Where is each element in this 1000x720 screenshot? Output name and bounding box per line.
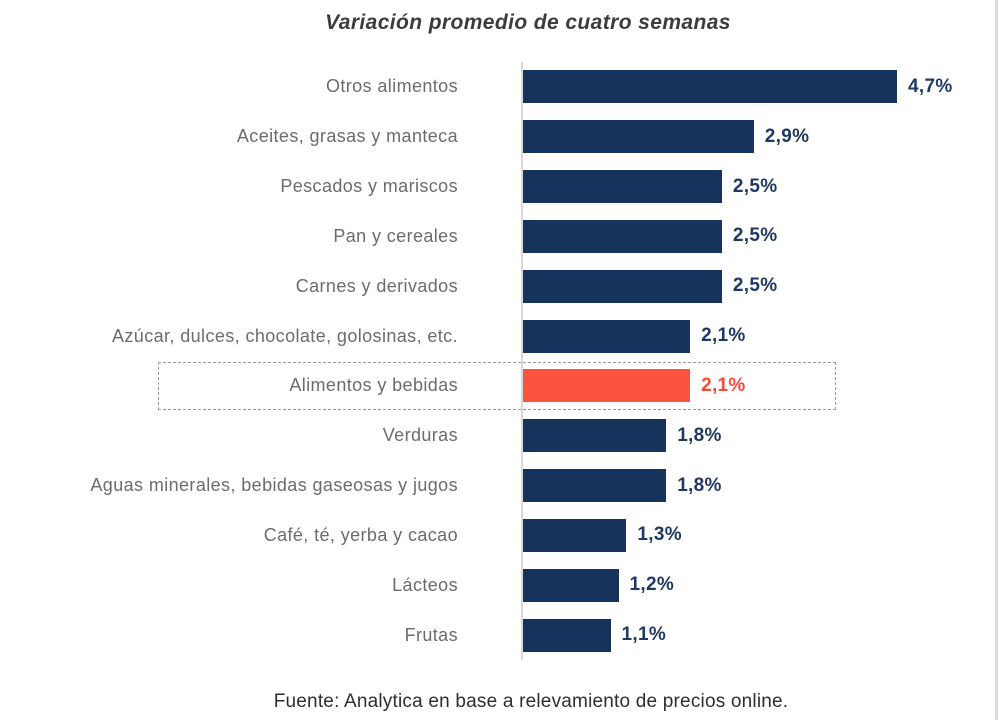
category-label: Carnes y derivados bbox=[295, 275, 458, 296]
bar-row: Aceites, grasas y manteca 2,9% bbox=[0, 112, 1000, 162]
category-label: Otros alimentos bbox=[325, 76, 458, 97]
value-label: 4,7% bbox=[908, 75, 953, 97]
bar-row: Otros alimentos 4,7% bbox=[0, 62, 1000, 112]
value-label: 1,1% bbox=[621, 624, 667, 646]
bar-row: Café, té, yerba y cacao 1,3% bbox=[0, 510, 1000, 560]
y-axis-baseline bbox=[521, 62, 523, 660]
bar-track: 2,1% bbox=[522, 319, 1000, 353]
value-label: 2,5% bbox=[732, 225, 778, 247]
value-label: 2,9% bbox=[764, 125, 810, 147]
bar-track: 2,1% bbox=[522, 369, 1000, 403]
category-label: Aceites, grasas y manteca bbox=[236, 126, 458, 147]
value-label: 2,5% bbox=[732, 175, 778, 197]
value-label: 1,8% bbox=[677, 424, 722, 446]
bar bbox=[523, 469, 667, 503]
bar-row: Pescados y mariscos 2,5% bbox=[0, 162, 1000, 212]
bar-row: Alimentos y bebidas 2,1% bbox=[0, 361, 1000, 411]
bar-row: Verduras 1,8% bbox=[0, 411, 1000, 461]
bar bbox=[523, 70, 897, 104]
bar bbox=[523, 269, 722, 303]
category-label: Azúcar, dulces, chocolate, golosinas, et… bbox=[112, 325, 458, 346]
category-label: Café, té, yerba y cacao bbox=[263, 524, 458, 545]
bar bbox=[523, 319, 691, 353]
source-note: Fuente: Analytica en base a relevamiento… bbox=[273, 691, 789, 712]
value-label: 1,8% bbox=[677, 474, 722, 496]
bar-rows: Otros alimentos 4,7% Aceites, grasas y m… bbox=[0, 62, 1000, 660]
page-right-border bbox=[995, 0, 998, 720]
value-label: 2,1% bbox=[701, 325, 746, 347]
bar-track: 1,8% bbox=[522, 469, 1000, 503]
bar-track: 1,8% bbox=[522, 419, 1000, 453]
category-label: Pescados y mariscos bbox=[280, 176, 458, 197]
bar bbox=[523, 170, 722, 204]
bar-chart: Otros alimentos 4,7% Aceites, grasas y m… bbox=[0, 62, 1000, 660]
bar-row: Aguas minerales, bebidas gaseosas y jugo… bbox=[0, 461, 1000, 511]
bar-track: 1,2% bbox=[522, 568, 1000, 602]
bar bbox=[523, 369, 691, 403]
bar-row: Azúcar, dulces, chocolate, golosinas, et… bbox=[0, 311, 1000, 361]
bar-track: 2,5% bbox=[522, 219, 1000, 253]
bar-track: 2,5% bbox=[522, 170, 1000, 204]
bar bbox=[523, 518, 627, 552]
bar bbox=[523, 219, 722, 253]
bar bbox=[523, 618, 611, 652]
value-label: 1,2% bbox=[629, 574, 675, 596]
bar-track: 4,7% bbox=[522, 70, 1000, 104]
bar-track: 1,3% bbox=[522, 518, 1000, 552]
bar bbox=[523, 568, 619, 602]
category-label: Frutas bbox=[404, 624, 458, 645]
category-label: Verduras bbox=[382, 425, 458, 446]
category-label: Aguas minerales, bebidas gaseosas y jugo… bbox=[90, 475, 458, 496]
bar-row: Lácteos 1,2% bbox=[0, 560, 1000, 610]
bar-row: Frutas 1,1% bbox=[0, 610, 1000, 660]
category-label: Pan y cereales bbox=[333, 225, 458, 246]
bar-track: 2,9% bbox=[522, 120, 1000, 154]
bar-track: 1,1% bbox=[522, 618, 1000, 652]
value-label: 2,5% bbox=[732, 275, 778, 297]
bar-track: 2,5% bbox=[522, 269, 1000, 303]
bar bbox=[523, 120, 754, 154]
category-label: Alimentos y bebidas bbox=[289, 375, 458, 396]
value-label: 1,3% bbox=[637, 524, 682, 546]
value-label: 2,1% bbox=[701, 374, 746, 396]
chart-title: Variación promedio de cuatro semanas bbox=[325, 11, 731, 34]
bar bbox=[523, 419, 667, 453]
bar-row: Pan y cereales 2,5% bbox=[0, 211, 1000, 261]
category-label: Lácteos bbox=[392, 574, 458, 595]
bar-row: Carnes y derivados 2,5% bbox=[0, 261, 1000, 311]
